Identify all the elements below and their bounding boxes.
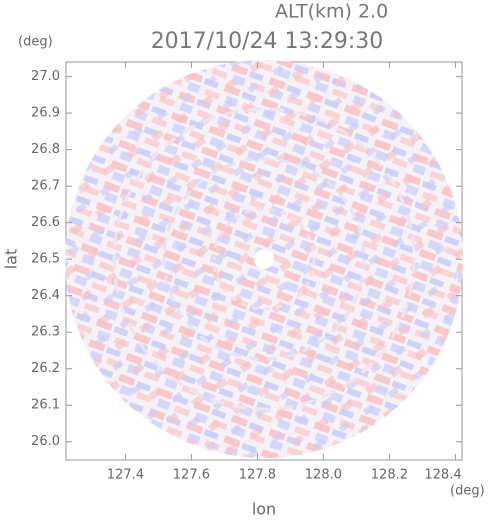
y-tick-label: 26.6 [31,215,60,230]
y-label: lat [2,249,21,270]
y-tick-label: 26.8 [31,142,60,157]
y-tick-label: 27.0 [31,69,60,84]
y-tick-label: 26.7 [31,179,60,194]
y-tick-label: 26.5 [31,252,60,267]
y-tick-label: 26.9 [31,106,60,121]
y-tick-label: 26.1 [31,398,60,413]
x-tick-label: 128.2 [371,468,408,483]
y-tick-label: 26.0 [31,434,60,449]
radar-field [65,60,463,458]
x-tick-label: 127.8 [239,468,276,483]
x-label: lon [252,500,276,519]
x-tick-label: 128.4 [424,468,461,483]
x-unit: (deg) [450,484,485,499]
x-tick-label: 127.6 [173,468,210,483]
x-tick-label: 128.0 [305,468,342,483]
y-tick-label: 26.3 [31,325,60,340]
chart-title: 2017/10/24 13:29:30 [151,29,384,54]
x-tick-label: 127.4 [107,468,144,483]
y-tick-label: 26.4 [31,288,60,303]
y-unit: (deg) [18,35,53,50]
annotation: ALT(km) 2.0 [275,1,388,23]
y-tick-label: 26.2 [31,361,60,376]
